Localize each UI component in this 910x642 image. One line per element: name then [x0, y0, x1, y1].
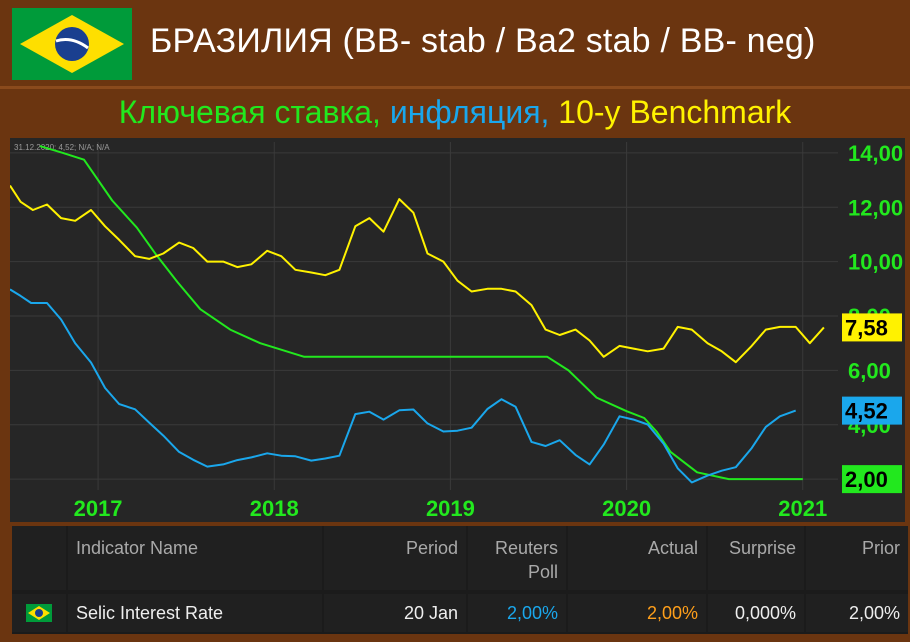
header-divider: [0, 86, 910, 89]
indicator-table: Indicator Name Period Reuters Poll Actual Sur…: [12, 526, 908, 634]
header-period: Period: [324, 526, 466, 590]
x-tick-label: 2020: [602, 496, 651, 521]
last-value-badge-selic: [842, 465, 902, 494]
y-tick-label: 14,00: [848, 141, 903, 166]
cell-surprise: 0,000%: [708, 594, 804, 632]
x-tick-label: 2021: [778, 496, 827, 521]
y-tick-label: 10,00: [848, 250, 903, 275]
last-value-badge-benchmark: [842, 313, 902, 342]
line-chart[interactable]: 31.12.2020; 4,52; N/A; N/A 14,00 12,00 10,…: [10, 138, 905, 522]
y-tick-label: 12,00: [848, 195, 903, 220]
series-line-selic: [39, 145, 803, 481]
subtitle-key-rate: Ключевая ставка,: [118, 94, 381, 130]
last-value-label-inflation: 4,52: [845, 399, 888, 424]
subtitle-inflation: инфляция,: [389, 94, 550, 130]
cell-period: 20 Jan: [324, 594, 466, 632]
cell-prior: 2,00%: [806, 594, 908, 632]
last-value-label-benchmark: 7,58: [845, 315, 888, 340]
last-value-labels: 2,00 4,52 7,58: [842, 313, 902, 494]
page-title: БРАЗИЛИЯ (BB- stab / Ba2 stab / BB- neg): [150, 22, 816, 60]
header-indicator-name: Indicator Name: [68, 526, 322, 590]
series-line-benchmark: [10, 184, 825, 364]
chart-legend-readout: 31.12.2020; 4,52; N/A; N/A: [14, 143, 110, 152]
header-band: БРАЗИЛИЯ (BB- stab / Ba2 stab / BB- neg): [0, 0, 910, 86]
series-lines: [10, 145, 825, 484]
x-tick-label: 2019: [426, 496, 475, 521]
chart-subtitle: Ключевая ставка, инфляция, 10-y Benchmar…: [0, 94, 910, 131]
last-value-label-selic: 2,00: [845, 467, 888, 492]
brazil-flag-icon: [26, 604, 52, 622]
subtitle-benchmark: 10-y Benchmark: [558, 94, 792, 130]
x-tick-label: 2017: [74, 496, 123, 521]
header-actual: Actual: [568, 526, 706, 590]
header-reuters-poll: Reuters Poll: [468, 526, 566, 590]
cell-indicator-name: Selic Interest Rate: [68, 594, 322, 632]
cell-actual: 2,00%: [568, 594, 706, 632]
header-flag-cell: [12, 526, 66, 590]
y-tick-label: 6,00: [848, 358, 891, 383]
x-tick-label: 2018: [250, 496, 299, 521]
header-surprise: Surprise: [708, 526, 804, 590]
gridlines: [10, 142, 838, 490]
last-value-badge-inflation: [842, 396, 902, 425]
series-line-inflation: [10, 288, 797, 484]
cell-reuters-poll: 2,00%: [468, 594, 566, 632]
chart-area[interactable]: 31.12.2020; 4,52; N/A; N/A 14,00 12,00 10,…: [10, 138, 905, 522]
brazil-flag-icon: [12, 8, 132, 80]
x-axis-labels: 2017 2018 2019 2020 2021: [74, 496, 828, 521]
header-prior: Prior: [806, 526, 908, 590]
row-flag-cell: [12, 594, 66, 632]
